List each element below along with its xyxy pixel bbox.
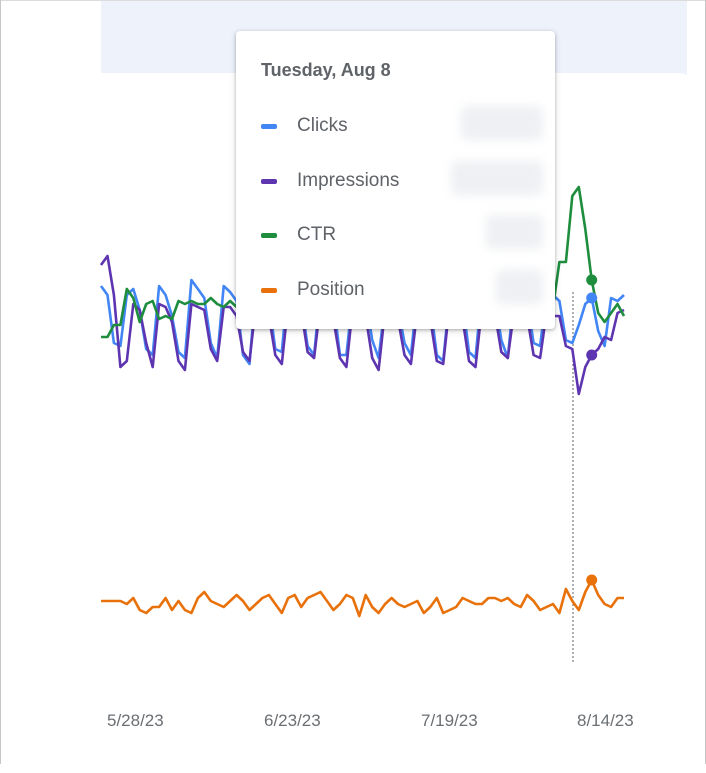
impressions-swatch xyxy=(261,179,277,184)
x-tick-label: 7/19/23 xyxy=(421,711,478,730)
chart-tooltip: Tuesday, Aug 8 Clicks Impressions CTR Po… xyxy=(236,31,555,329)
position-line xyxy=(101,578,624,618)
tooltip-row-position: Position xyxy=(261,270,546,304)
redacted-value xyxy=(461,106,543,140)
redacted-value xyxy=(486,215,543,249)
redacted-value xyxy=(496,270,543,304)
tooltip-row-impressions: Impressions xyxy=(261,161,546,195)
clicks-swatch xyxy=(261,124,277,129)
tooltip-label: Position xyxy=(297,279,365,300)
position-swatch xyxy=(261,288,277,293)
tooltip-row-ctr: CTR xyxy=(261,215,546,249)
clicks-hover-point xyxy=(586,292,598,304)
redacted-value xyxy=(451,161,543,195)
frame-left-border xyxy=(0,0,1,764)
tooltip-date: Tuesday, Aug 8 xyxy=(261,60,391,80)
ctr-hover-point xyxy=(586,274,598,286)
tooltip-label: Impressions xyxy=(297,170,400,191)
x-tick-label: 6/23/23 xyxy=(264,711,321,730)
hover-markers xyxy=(586,274,598,586)
ctr-swatch xyxy=(261,233,277,238)
x-tick-label: 5/28/23 xyxy=(107,711,164,730)
impressions-hover-point xyxy=(586,349,598,361)
tooltip-label: CTR xyxy=(297,224,337,245)
frame-top-border xyxy=(0,0,706,1)
position-hover-point xyxy=(586,574,598,586)
tooltip-label: Clicks xyxy=(297,115,348,136)
tooltip-row-clicks: Clicks xyxy=(261,106,546,140)
x-tick-label: 8/14/23 xyxy=(577,711,634,730)
